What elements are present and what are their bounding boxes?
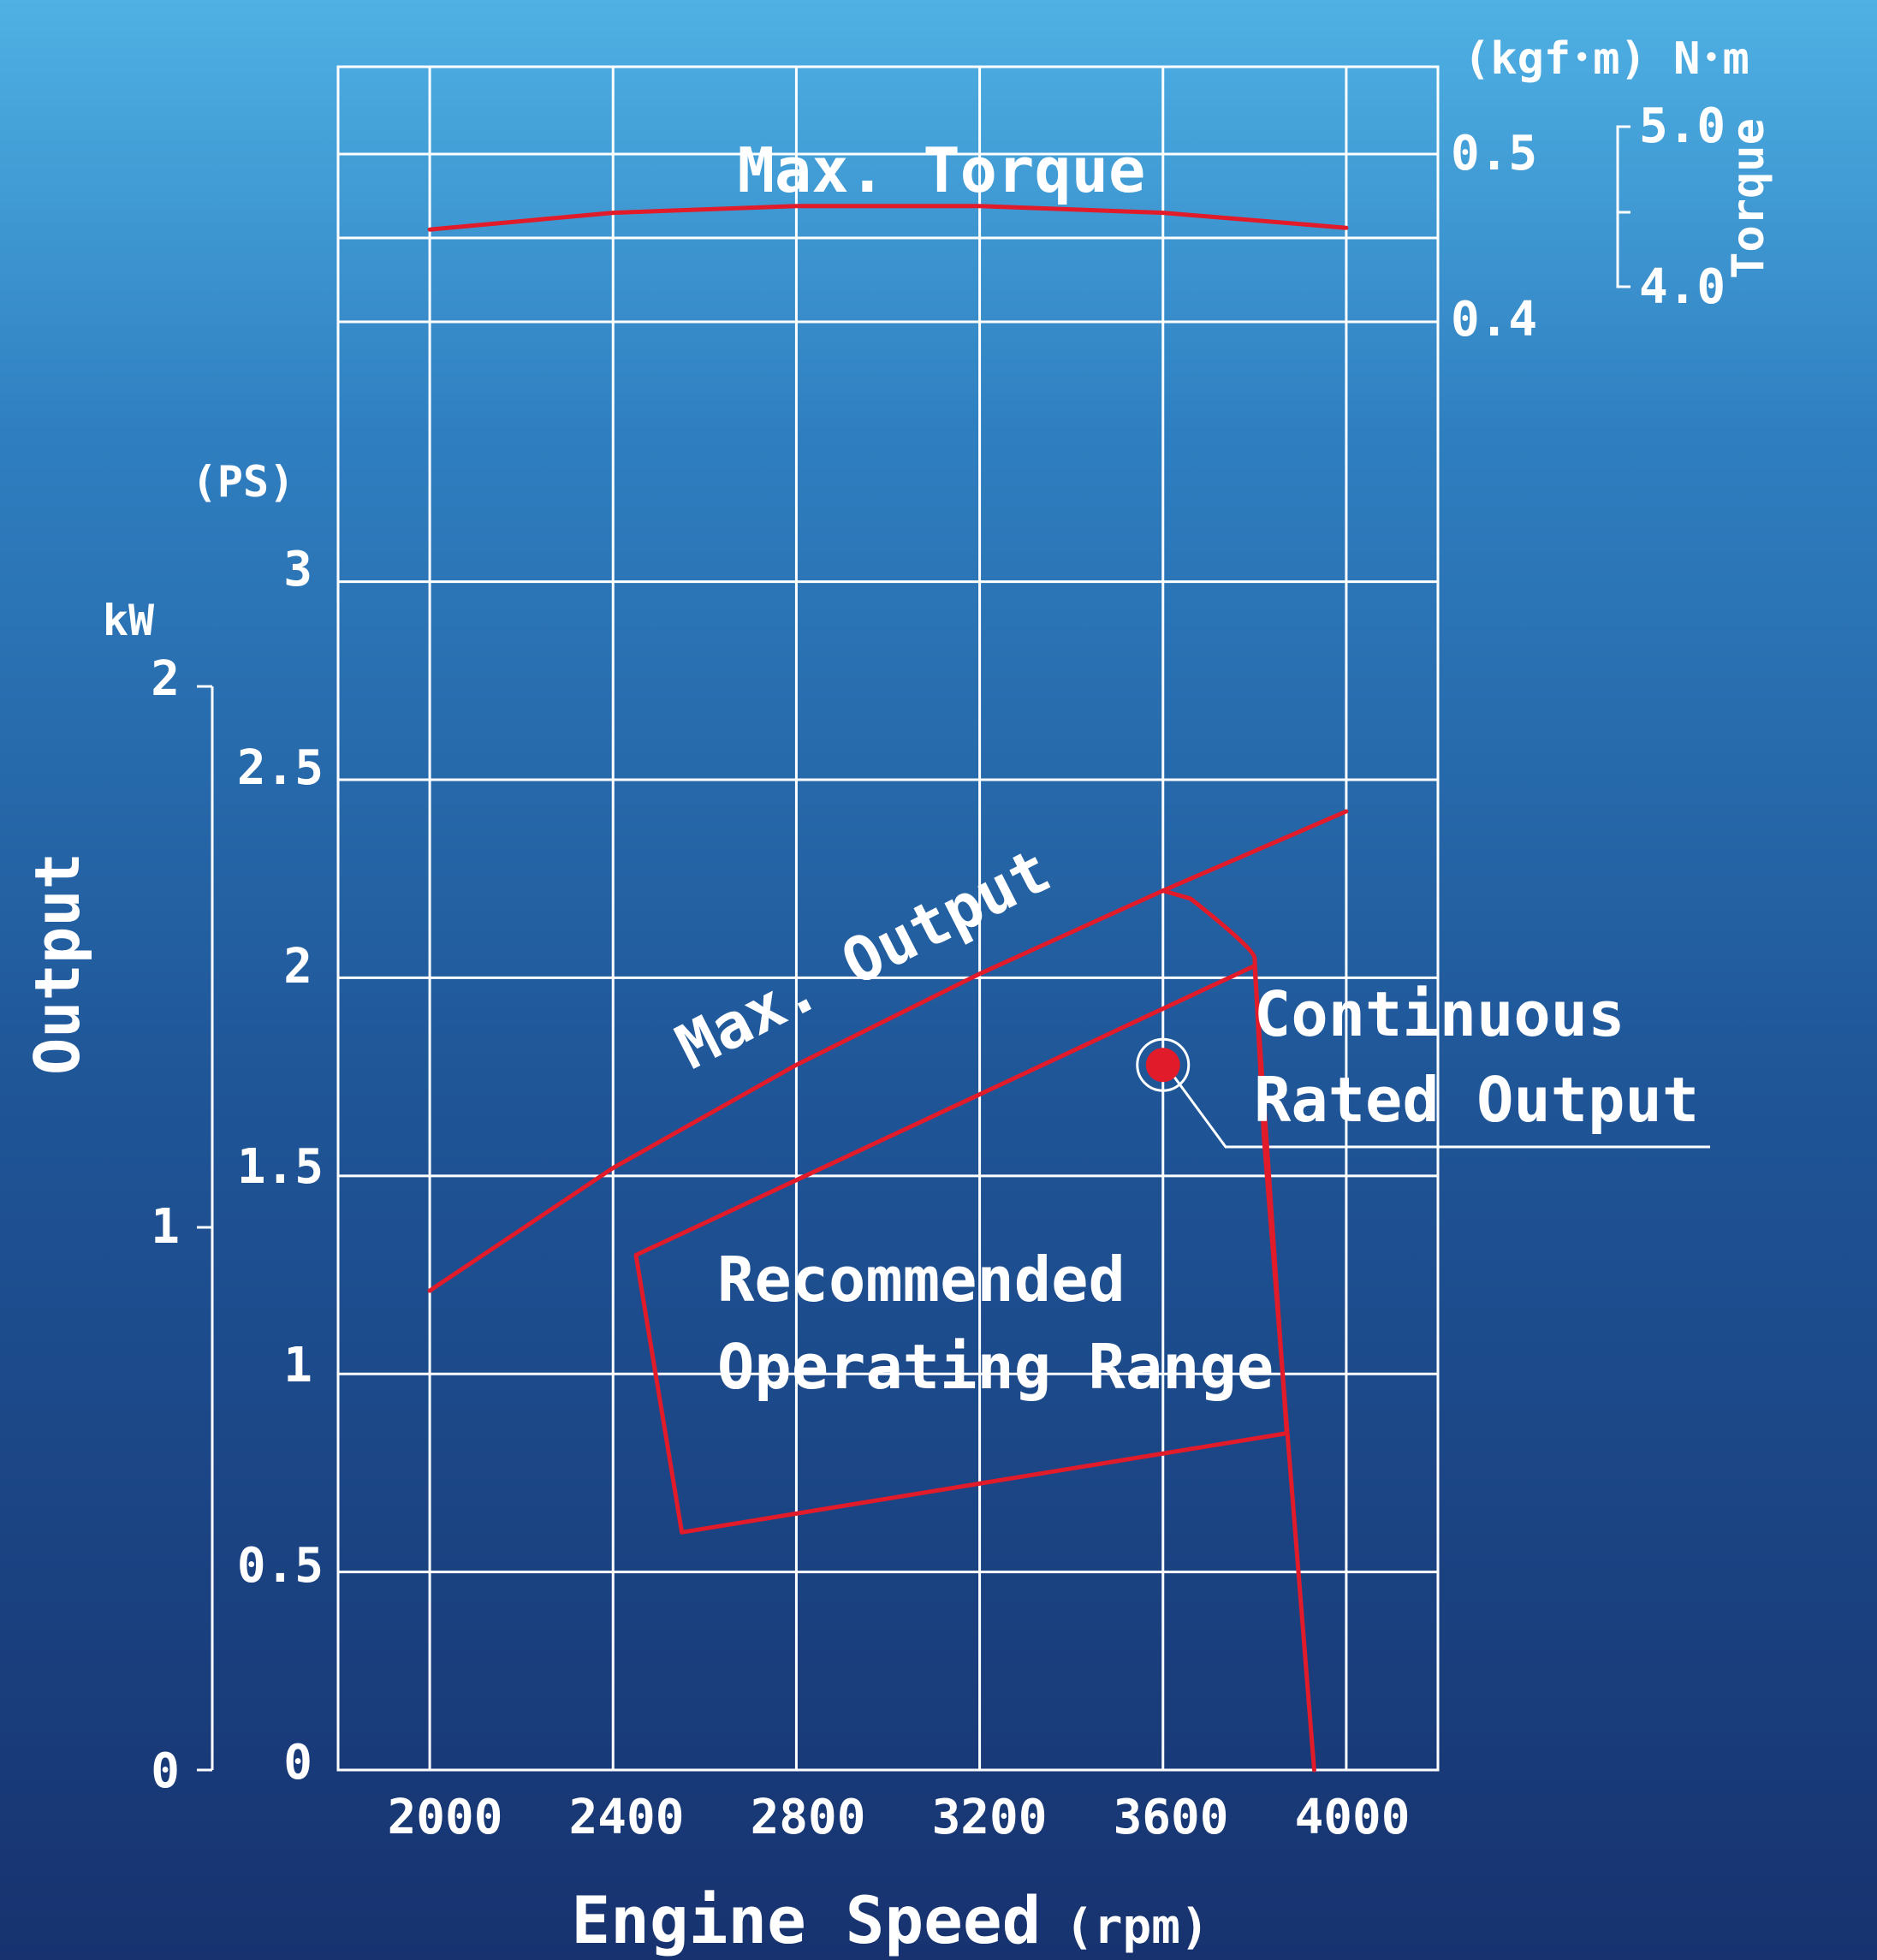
rated-output-point [1145,1048,1180,1083]
kw-scale-line [197,685,214,1772]
governor-droop-curve [1161,888,1316,1773]
ps-tick-label: 0.5 [237,1538,324,1594]
ps-tick-label: 0 [283,1735,312,1791]
plot-frame [336,65,1440,1772]
x-tick-label: 2000 [388,1790,503,1845]
kw-tick-labels: 0 1 2 kW [103,596,180,1799]
kw-unit-label: kW [103,596,155,645]
kgfm-tick-label: 0.4 [1451,292,1537,347]
x-tick-labels: 2000 2400 2800 3200 3600 4000 [388,1790,1411,1845]
ps-tick-label: 3 [283,542,312,597]
kw-tick-label: 0 [151,1743,180,1799]
max-output-curve [427,809,1349,1293]
ps-tick-label: 1 [283,1338,312,1393]
kgfm-tick-label: 0.5 [1451,126,1537,181]
continuous-label: Continuous [1254,978,1625,1050]
x-axis-title: Engine Speed (rpm) [571,1882,1209,1958]
ps-tick-label: 1.5 [237,1139,324,1195]
ps-tick-labels: 0 0.5 1 1.5 2 2.5 3 (PS) [192,457,324,1791]
nm-tick-label: 4.0 [1639,259,1726,315]
ps-unit-label: (PS) [192,457,294,507]
recommended-label: Recommended [717,1244,1126,1316]
kw-tick-label: 2 [151,651,180,707]
torque-axis-title: Torque [1723,118,1774,279]
x-tick-label: 3600 [1114,1790,1229,1845]
x-tick-label: 2400 [569,1790,685,1845]
rated-output-point-ring [1136,1037,1191,1092]
operating-range-label: Operating Range [717,1331,1274,1403]
x-tick-label: 3200 [932,1790,1048,1845]
x-tick-label: 2800 [751,1790,866,1845]
kw-tick-label: 1 [151,1199,180,1255]
torque-unit-label: (kgf･m) N･m [1464,33,1749,85]
max-torque-label: Max. Torque [738,134,1146,206]
chart-grid [336,65,1440,1772]
nm-scale-bracket [1616,125,1630,288]
output-axis-title: Output [21,852,93,1075]
x-axis-unit: (rpm) [1065,1899,1209,1955]
x-axis-title-text: Engine Speed [571,1882,1041,1958]
torque-scale: (kgf･m) N･m 0.5 0.4 5.0 4.0 Torque [1451,33,1774,347]
ps-tick-label: 2.5 [237,740,324,796]
rated-output-label: Rated Output [1254,1064,1699,1136]
max-torque-curve [427,204,1349,232]
ps-tick-label: 2 [283,939,312,995]
max-output-label: Max. Output [665,834,1061,1083]
x-tick-label: 4000 [1295,1790,1411,1845]
nm-tick-label: 5.0 [1639,98,1726,154]
rated-output-leader-line [1162,1062,1710,1149]
